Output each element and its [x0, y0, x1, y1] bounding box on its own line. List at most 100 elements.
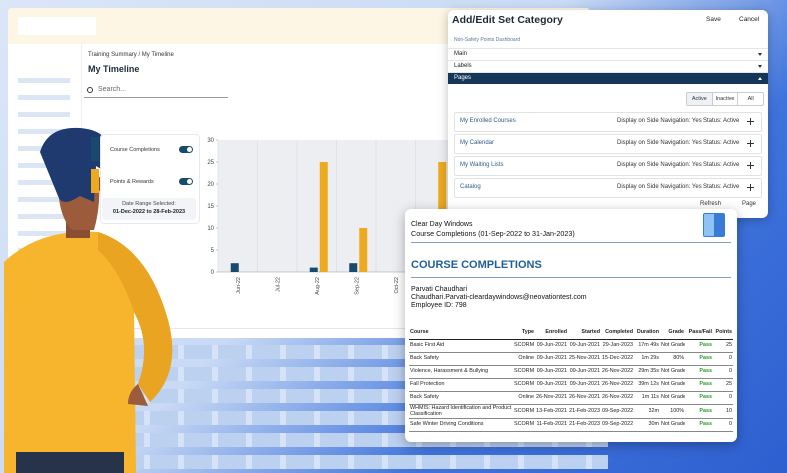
table-row: Safe Winter Driving Conditions SCORM 11-Fe… — [409, 418, 733, 433]
search-box[interactable]: Search... — [84, 84, 228, 98]
x-tick-label: Sep-22 — [354, 277, 360, 295]
page-display: Display on Side Navigation: Yes — [617, 140, 702, 146]
section-header[interactable]: Labels — [448, 60, 768, 72]
page-status: Status: Active — [703, 140, 740, 146]
completions-table: Course Type Enrolled Started Completed Durati… — [409, 327, 733, 433]
add-page-button[interactable]: Page — [742, 201, 757, 207]
table-cell: 1m 11s — [634, 391, 660, 405]
category-panel: Add/Edit Set Category Save Cancel Non-Safet… — [448, 10, 768, 218]
move-icon[interactable] — [747, 118, 754, 125]
table-cell: Pass — [685, 365, 713, 379]
page-link[interactable]: Catalog — [460, 184, 481, 190]
column-header: Duration — [634, 327, 660, 340]
filter-button[interactable]: Active — [687, 93, 712, 105]
table-cell: 09-Jun-2021 — [568, 365, 601, 379]
toggle[interactable] — [179, 178, 193, 185]
x-tick-label: Oct-22 — [394, 277, 400, 294]
page-link[interactable]: My Calendar — [460, 140, 495, 146]
table-row: Back Safety Online 26-Nov-2021 26-Nov-2021 2… — [409, 391, 733, 405]
toggle[interactable] — [179, 146, 193, 153]
section-label: Main — [454, 51, 468, 57]
table-cell: Violence, Harassment & Bullying — [409, 365, 513, 379]
search-icon — [87, 87, 93, 93]
table-cell: WHMIS: Hazard Identification and Product… — [409, 404, 513, 420]
breadcrumb: Training Summary / My Timeline — [88, 52, 174, 58]
divider — [82, 328, 582, 329]
table-cell: 09-Sep-2022 — [601, 418, 634, 433]
y-tick-label: 30 — [207, 138, 214, 144]
table-cell: 09-Jun-2021 — [568, 339, 601, 353]
arm — [98, 232, 173, 402]
section-caret — [758, 77, 762, 80]
y-tick-label: 0 — [211, 270, 215, 276]
legend-label: Points & Rewards — [110, 179, 154, 185]
legend-swatch — [91, 137, 99, 161]
rule — [411, 242, 731, 243]
table-cell: Pass — [685, 404, 713, 420]
table-cell: 29m 35s — [634, 365, 660, 379]
table-cell: SCORM — [513, 365, 535, 379]
filter-button[interactable]: Inactive — [711, 93, 738, 105]
table-cell: 29-Jan-2023 — [601, 339, 634, 353]
x-tick-label: Jun-22 — [236, 277, 242, 294]
x-tick-label: Aug-22 — [315, 277, 321, 295]
logo-box — [18, 17, 96, 35]
panel-title: Add/Edit Set Category — [452, 14, 563, 26]
y-tick-label: 5 — [211, 248, 215, 254]
bar — [309, 267, 318, 272]
table-cell: 0 — [713, 365, 733, 379]
table-cell: Pass — [685, 352, 713, 366]
page-link[interactable]: My Waiting Lists — [460, 162, 504, 168]
move-icon[interactable] — [747, 184, 754, 191]
section-header[interactable]: Main — [448, 48, 768, 60]
filter-button[interactable]: All — [737, 93, 763, 105]
table-cell: Pass — [685, 339, 713, 353]
date-range: 01-Dec-2022 to 28-Feb-2023 — [112, 209, 186, 215]
column-header: Course — [409, 327, 513, 340]
save-button[interactable]: Save — [706, 16, 721, 23]
table-cell: 25 — [713, 339, 733, 353]
table-cell: Not Graded — [660, 378, 685, 392]
section-caret — [758, 53, 762, 56]
page-title: My Timeline — [88, 64, 140, 74]
table-cell: 0 — [713, 418, 733, 433]
table-row: Violence, Harassment & Bullying SCORM 09-J… — [409, 365, 733, 379]
page-row: My Waiting Lists Display on Side Navigati… — [454, 156, 762, 176]
table-cell: 21-Feb-2023 — [568, 404, 601, 420]
cancel-button[interactable]: Cancel — [739, 16, 760, 23]
section-header[interactable]: Pages — [448, 72, 768, 84]
table-cell: 100% — [660, 404, 685, 420]
table-cell: 10 — [713, 404, 733, 420]
table-cell: 1m 29s — [634, 352, 660, 366]
page-status: Status: Active — [703, 162, 740, 168]
y-tick-label: 25 — [207, 160, 214, 166]
move-icon-v — [750, 162, 752, 169]
learner-name: Parvati Chaudhari — [411, 286, 468, 293]
table-cell: 13-Feb-2021 — [535, 404, 568, 420]
table-cell: Not Graded — [660, 391, 685, 405]
toggle-knob — [187, 147, 192, 152]
page-row: My Enrolled Courses Display on Side Navig… — [454, 112, 762, 132]
move-icon[interactable] — [747, 162, 754, 169]
table-cell: Not Graded — [660, 418, 685, 433]
column-header: Enrolled — [535, 327, 568, 340]
table-cell: Back Safety — [409, 391, 513, 405]
column-header: Type — [513, 327, 535, 340]
page-display: Display on Side Navigation: Yes — [617, 118, 702, 124]
table-cell: 80% — [660, 352, 685, 366]
date-range-box: Date Range Selected: 01-Dec-2022 to 28-Fe… — [102, 198, 196, 220]
report-panel: Clear Day Windows Course Completions (01-… — [405, 209, 737, 442]
table-header: Course Type Enrolled Started Completed Durati… — [409, 327, 733, 340]
x-tick-label: Jul-22 — [275, 277, 281, 292]
page-link[interactable]: My Enrolled Courses — [460, 118, 516, 124]
table-cell: SCORM — [513, 339, 535, 353]
column-header: Grade — [660, 327, 685, 340]
column-header: Pass/Fail — [685, 327, 713, 340]
move-icon[interactable] — [747, 140, 754, 147]
table-cell: SCORM — [513, 378, 535, 392]
company-logo — [703, 213, 725, 237]
bar — [319, 162, 328, 272]
table-cell: Pass — [685, 378, 713, 392]
table-cell: 09-Sep-2022 — [601, 404, 634, 420]
refresh-button[interactable]: Refresh — [700, 201, 722, 207]
